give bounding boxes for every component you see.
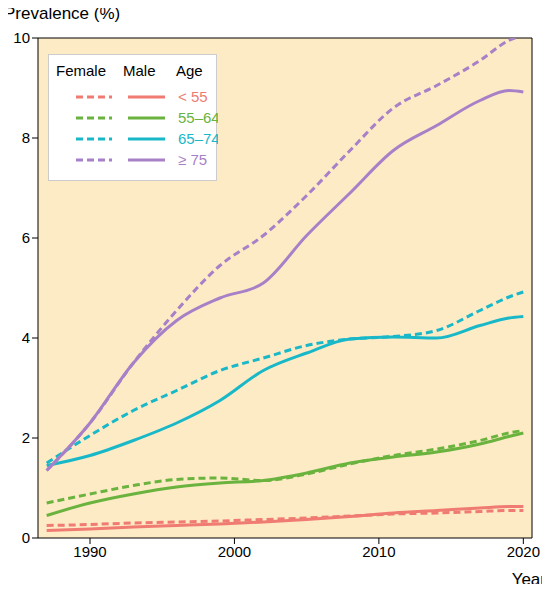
svg-text:< 55: < 55 — [178, 88, 208, 105]
html-text:Year: Year — [511, 570, 546, 589]
svg-text:≥ 75: ≥ 75 — [178, 151, 207, 168]
svg-text:0: 0 — [22, 529, 30, 546]
svg-text:Female: Female — [56, 62, 106, 79]
svg-text:1990: 1990 — [73, 543, 106, 560]
svg-text:4: 4 — [22, 329, 30, 346]
svg-text:8: 8 — [22, 129, 30, 146]
svg-text:2010: 2010 — [362, 543, 395, 560]
svg-text:6: 6 — [22, 229, 30, 246]
svg-text:65–74: 65–74 — [178, 130, 218, 147]
svg-text:2: 2 — [22, 429, 30, 446]
svg-text:Male: Male — [123, 62, 156, 79]
svg-text:2000: 2000 — [218, 543, 251, 560]
svg-text:55–64: 55–64 — [178, 109, 218, 126]
svg-text:Age: Age — [176, 62, 203, 79]
svg-text:10: 10 — [13, 29, 30, 46]
html-text:Prevalence (%): Prevalence (%) — [4, 4, 121, 23]
svg-text:2020: 2020 — [507, 543, 540, 560]
